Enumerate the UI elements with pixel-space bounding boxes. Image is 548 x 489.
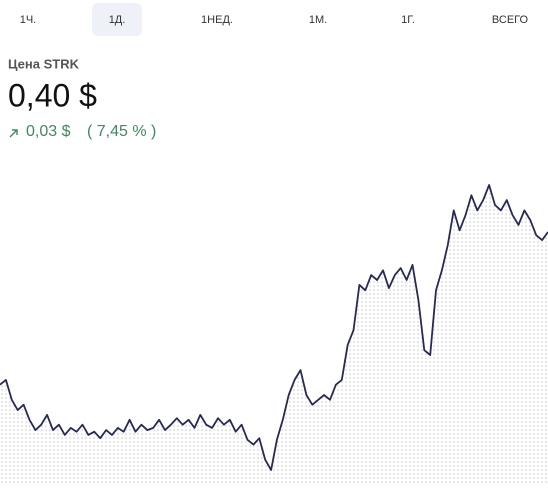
price-chart — [0, 184, 548, 484]
tab[interactable]: 1Ч. — [20, 14, 37, 26]
tab[interactable]: 1Г. — [401, 14, 415, 26]
area — [0, 185, 548, 484]
price-value: 0,40 $ — [8, 77, 97, 113]
tab-bar: 1Ч. 1Д. 1НЕД. 1М. 1Г. ВСЕГО — [20, 3, 529, 36]
price-label: Цена STRK — [8, 56, 80, 71]
tab[interactable]: 1Д. — [109, 14, 126, 26]
price-line — [0, 184, 548, 471]
up-arrow-icon — [9, 129, 18, 138]
tab[interactable]: ВСЕГО — [492, 14, 529, 26]
active-tab-bg — [92, 3, 142, 36]
price-change: 0,03 $ — [26, 123, 71, 140]
tab[interactable]: 1НЕД. — [201, 14, 233, 26]
tab[interactable]: 1М. — [309, 14, 327, 26]
price-change-percent: ( 7,45 % ) — [87, 123, 156, 140]
